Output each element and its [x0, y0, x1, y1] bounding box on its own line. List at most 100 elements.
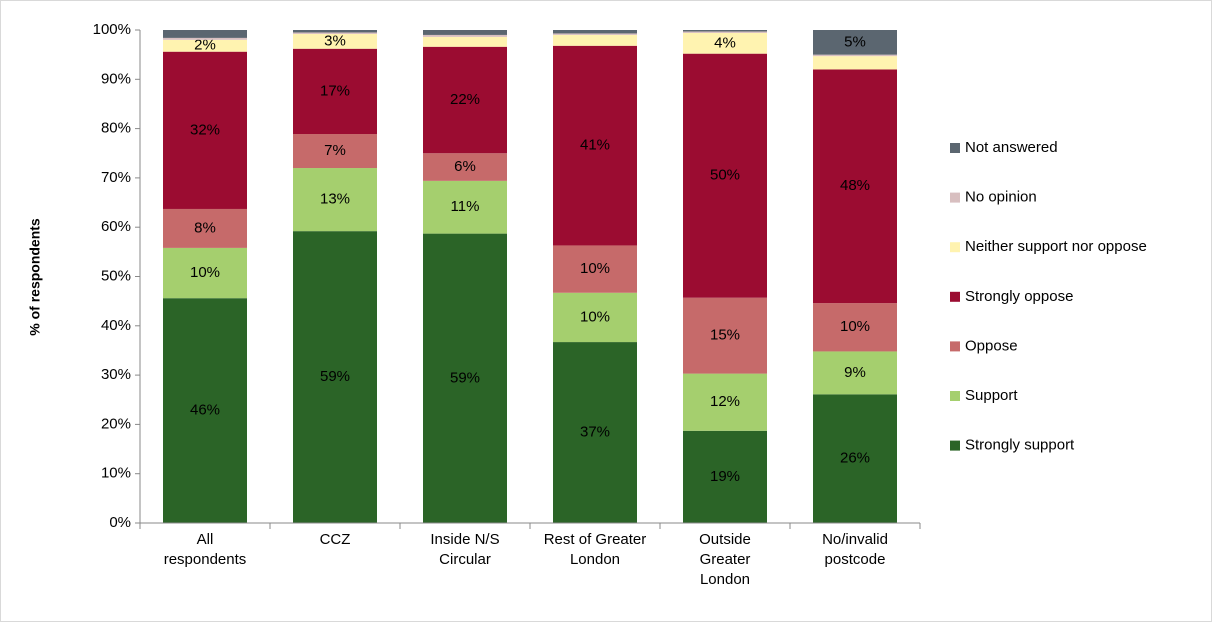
- bar-segment: [813, 30, 897, 55]
- bar-segment: [683, 297, 767, 374]
- bar-segment: [163, 37, 247, 40]
- y-tick-label: 50%: [101, 267, 131, 284]
- bar-segment: [813, 56, 897, 70]
- data-label: 15%: [710, 327, 740, 344]
- bar-segment: [553, 292, 637, 343]
- legend-swatch: [950, 143, 960, 153]
- data-label: 7%: [324, 142, 346, 159]
- x-tick-label: Inside N/S Circular: [430, 531, 500, 568]
- bar-segment: [553, 33, 637, 35]
- bar-segment: [683, 30, 767, 32]
- legend-label: No opinion: [965, 189, 1037, 206]
- data-label: 9%: [844, 364, 866, 381]
- data-label: 13%: [320, 191, 350, 208]
- bar-segment: [163, 51, 247, 209]
- bar-segment: [683, 430, 767, 523]
- data-label: 12%: [710, 393, 740, 410]
- x-tick-label: No/invalid postcode: [822, 531, 888, 568]
- bar-segment: [293, 32, 377, 34]
- legend-swatch: [950, 242, 960, 253]
- data-label: 10%: [190, 264, 220, 281]
- bar-segment: [683, 32, 767, 54]
- legend-swatch: [950, 192, 960, 203]
- data-label: 19%: [710, 468, 740, 485]
- data-label: 5%: [844, 33, 866, 50]
- data-label: 59%: [450, 369, 480, 386]
- bar-segment: [423, 153, 507, 181]
- x-tick-label: All respondents: [163, 531, 247, 568]
- data-label: 48%: [840, 177, 870, 194]
- bar-segment: [683, 31, 767, 33]
- data-label: 4%: [714, 34, 736, 51]
- data-label: 10%: [580, 308, 610, 325]
- bar-segment: [163, 39, 247, 52]
- legend-swatch: [950, 291, 960, 302]
- y-tick-label: 10%: [101, 465, 131, 482]
- y-tick-label: 20%: [101, 415, 131, 432]
- data-label: 10%: [580, 260, 610, 277]
- data-label: 10%: [840, 318, 870, 335]
- data-label: 17%: [320, 82, 350, 99]
- y-tick-label: 0%: [109, 514, 131, 531]
- legend-swatch: [950, 440, 960, 451]
- data-label: 26%: [840, 450, 870, 467]
- legend-label: Not answered: [965, 139, 1058, 156]
- y-tick-label: 70%: [101, 169, 131, 186]
- bar-segment: [423, 46, 507, 154]
- legend-swatch: [950, 391, 960, 401]
- y-tick-label: 60%: [101, 218, 131, 235]
- bar-segment: [553, 34, 637, 46]
- data-label: 2%: [194, 37, 216, 54]
- y-tick-label: 40%: [101, 317, 131, 334]
- x-tick-label: Outside Greater London: [699, 531, 751, 588]
- bar-segment: [163, 298, 247, 523]
- data-label: 46%: [190, 402, 220, 419]
- data-label: 3%: [324, 32, 346, 49]
- y-axis-title: % of respondents: [27, 218, 43, 336]
- legend-label: Neither support nor oppose: [965, 238, 1147, 255]
- y-tick-label: 80%: [101, 120, 131, 137]
- bar-segment: [813, 394, 897, 523]
- bar-segment: [423, 233, 507, 523]
- bar-segment: [293, 33, 377, 49]
- legend-label: Support: [965, 387, 1018, 404]
- bar-segment: [293, 231, 377, 524]
- bar-segment: [163, 208, 247, 248]
- bar-segment: [553, 342, 637, 523]
- bar-segment: [293, 134, 377, 169]
- y-tick-label: 30%: [101, 366, 131, 383]
- bar-segment: [813, 303, 897, 352]
- data-label: 11%: [451, 198, 480, 215]
- bar-segment: [423, 34, 507, 37]
- bar-segment: [423, 36, 507, 47]
- x-tick-label: CCZ: [319, 531, 351, 548]
- bar-segment: [683, 53, 767, 298]
- bar-segment: [163, 247, 247, 299]
- legend-label: Strongly support: [965, 437, 1075, 454]
- y-tick-label: 100%: [93, 21, 131, 38]
- bar-segment: [813, 69, 897, 304]
- bar-segment: [683, 373, 767, 431]
- data-label: 41%: [580, 137, 610, 154]
- legend-swatch: [950, 341, 960, 352]
- bar-segment: [293, 30, 377, 33]
- data-label: 50%: [710, 167, 740, 184]
- bar-segment: [293, 48, 377, 135]
- bar-segment: [553, 45, 637, 246]
- bar-segment: [813, 351, 897, 395]
- data-label: 59%: [320, 368, 350, 385]
- data-label: 8%: [194, 219, 216, 236]
- bar-segment: [813, 54, 897, 57]
- data-label: 6%: [454, 158, 476, 175]
- data-label: 22%: [450, 91, 480, 108]
- legend-label: Oppose: [965, 337, 1018, 354]
- x-tick-label: Rest of Greater London: [543, 531, 647, 568]
- data-label: 37%: [580, 424, 610, 441]
- bar-segment: [423, 30, 507, 35]
- bar-segment: [423, 180, 507, 234]
- bar-segment: [163, 30, 247, 38]
- bar-segment: [553, 245, 637, 293]
- bar-segment: [553, 30, 637, 34]
